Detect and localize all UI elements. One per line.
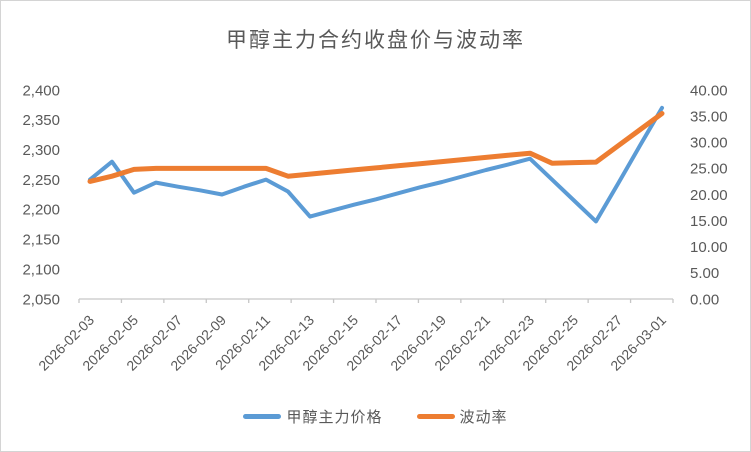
legend-item-volatility[interactable]: 波动率 bbox=[416, 406, 508, 427]
price-series-line[interactable] bbox=[88, 105, 664, 224]
y-axis-label-right: 15.00 bbox=[690, 213, 728, 230]
y-axis-label-left: 2,400 bbox=[22, 82, 60, 99]
legend-label-volatility: 波动率 bbox=[459, 409, 508, 426]
volatility-line-swatch bbox=[416, 414, 455, 419]
price-line-swatch bbox=[243, 414, 282, 419]
volatility-series-line[interactable] bbox=[87, 111, 665, 184]
y-axis-label-left: 2,150 bbox=[22, 232, 60, 249]
legend-item-price[interactable]: 甲醇主力价格 bbox=[243, 406, 382, 427]
y-axis-label-left: 2,300 bbox=[22, 142, 60, 159]
chart-title: 甲醇主力合约收盘价与波动率 bbox=[226, 29, 525, 52]
y-axis-label-right: 10.00 bbox=[690, 239, 728, 256]
y-axis-label-left: 2,350 bbox=[22, 112, 60, 129]
y-axis-label-right: 25.00 bbox=[690, 161, 728, 178]
y-axis-label-right: 5.00 bbox=[690, 265, 719, 282]
y-axis-label-left: 2,200 bbox=[22, 202, 60, 219]
y-axis-label-right: 30.00 bbox=[690, 135, 728, 152]
y-axis-label-left: 2,050 bbox=[22, 291, 60, 308]
legend: 甲醇主力价格 波动率 bbox=[0, 406, 751, 427]
y-axis-label-right: 40.00 bbox=[690, 82, 728, 99]
y-axis-label-left: 2,100 bbox=[22, 261, 60, 278]
y-axis-label-right: 0.00 bbox=[690, 291, 719, 308]
y-axis-label-right: 20.00 bbox=[690, 187, 728, 204]
legend-label-price: 甲醇主力价格 bbox=[286, 409, 383, 426]
y-axis-label-right: 35.00 bbox=[690, 108, 728, 125]
y-axis-label-left: 2,250 bbox=[22, 172, 60, 189]
